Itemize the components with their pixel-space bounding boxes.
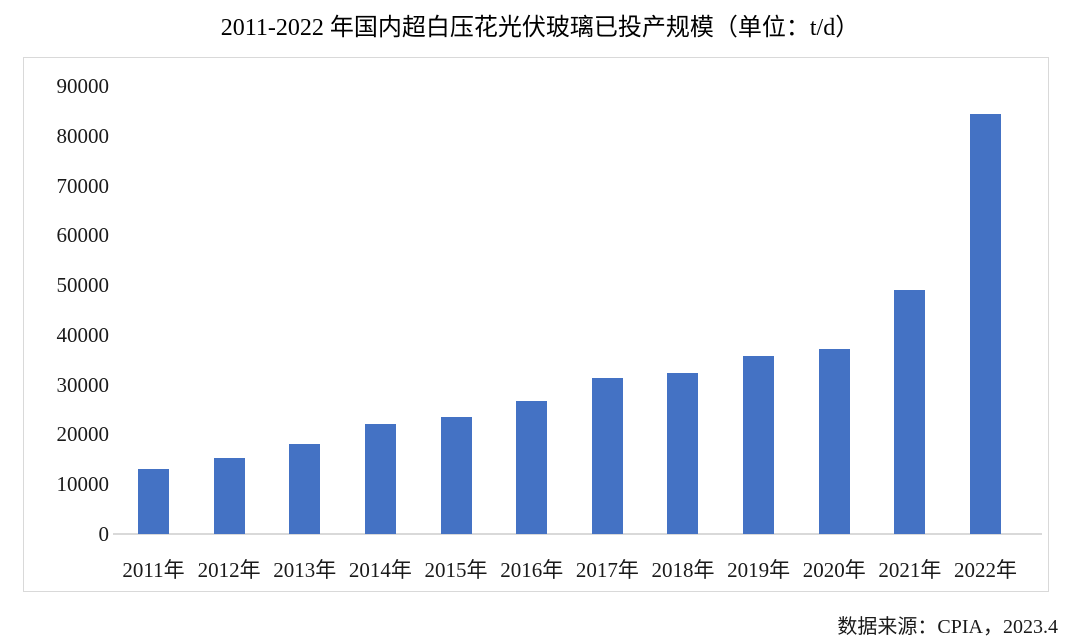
x-axis-tick-label: 2016年 [500,558,564,582]
bar-2015年 [440,417,472,534]
chart-title: 2011-2022 年国内超白压花光伏玻璃已投产规模（单位：t/d） [220,15,860,41]
y-axis-tick-label: 20000 [56,422,110,447]
x-axis-tick-label: 2020年 [802,558,866,582]
bar-2012年 [213,457,245,534]
x-axis-tick-label: 2021年 [878,558,942,582]
y-axis-tick-label: 80000 [56,123,110,148]
y-axis-tick-label: 90000 [56,74,110,98]
x-axis-tick-label: 2014年 [348,558,412,582]
bar-2016年 [516,401,548,534]
bar-2018年 [667,373,699,534]
bar-2017年 [591,378,623,534]
x-axis-tick-label: 2013年 [273,558,337,582]
x-axis-tick-label: 2017年 [575,558,639,582]
x-axis-line [113,533,1042,535]
x-axis-tick-label: 2012年 [197,558,261,582]
data-source: 数据来源：CPIA，2023.4 [837,616,1058,638]
y-axis-tick-label: 70000 [56,173,110,198]
bar-2019年 [743,355,775,534]
bar-2022年 [970,113,1002,534]
y-axis-tick-label: 30000 [56,372,110,397]
y-axis-tick-label: 10000 [56,472,110,497]
bar-2021年 [894,290,926,534]
x-axis-tick-label: 2015年 [424,558,488,582]
chart-area: 0 10000 20000 30000 40000 50000 60000 70000 8000… [23,57,1049,592]
x-axis-tick-label: 2019年 [727,558,791,582]
bar-2014年 [364,423,396,534]
y-axis-tick-label: 40000 [56,322,110,347]
x-axis-tick-label: 2011年 [122,558,185,582]
y-axis-tick-label: 60000 [56,223,110,248]
bar-2020年 [818,348,850,534]
x-axis-tick-label: 2022年 [954,558,1018,582]
x-axis-tick-label: 2018年 [651,558,715,582]
y-axis-tick-label: 50000 [56,273,110,298]
bar-2013年 [289,443,321,534]
y-axis-tick-label: 0 [98,522,110,546]
bar-2011年 [138,468,169,534]
